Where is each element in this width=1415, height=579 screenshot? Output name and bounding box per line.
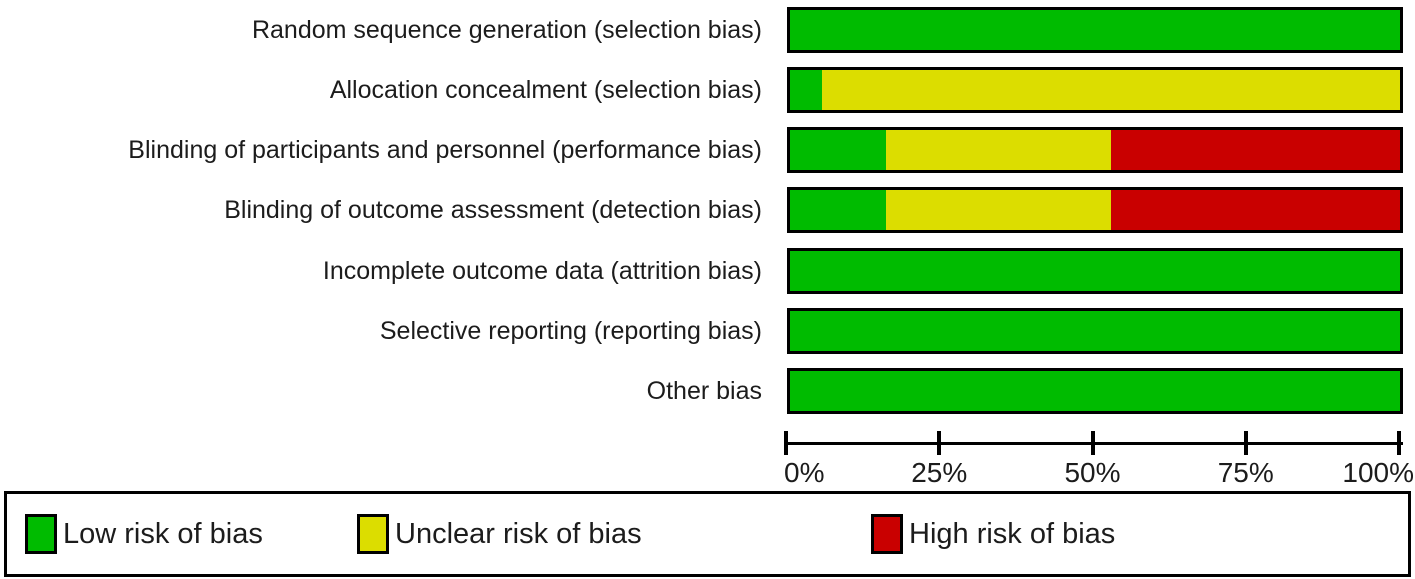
category-label: Selective reporting (reporting bias) — [379, 317, 762, 345]
bar-segment-unclear — [886, 190, 1111, 230]
bar-segment-low — [790, 10, 1400, 50]
category-label: Other bias — [646, 377, 762, 405]
risk-bar — [787, 248, 1403, 294]
category-label: Blinding of outcome assessment (detectio… — [224, 196, 762, 224]
risk-bar — [787, 127, 1403, 173]
bar-segment-low — [790, 190, 887, 230]
category-label: Allocation concealment (selection bias) — [329, 76, 762, 104]
bar-segment-unclear — [822, 70, 1400, 110]
x-axis: 0% 25% 50% 75% 100% — [784, 431, 1414, 489]
risk-bar — [787, 67, 1403, 113]
category-label: Incomplete outcome data (attrition bias) — [322, 257, 762, 285]
axis-tick-label: 100% — [1342, 457, 1414, 488]
category-label: Random sequence generation (selection bi… — [251, 16, 762, 44]
risk-bar — [787, 7, 1403, 53]
legend-item-low: Low risk of bias — [25, 494, 263, 574]
bar-segment-low — [790, 130, 887, 170]
legend-swatch-unclear — [357, 514, 389, 554]
legend-label: High risk of bias — [909, 518, 1116, 550]
axis-tick-label: 25% — [911, 457, 968, 488]
legend-swatch-high — [871, 514, 903, 554]
bar-segment-unclear — [886, 130, 1111, 170]
category-label: Blinding of participants and personnel (… — [128, 136, 762, 164]
axis-tick-label: 0% — [784, 457, 825, 488]
axis-tick-label: 50% — [1064, 457, 1121, 488]
axis-tick — [1243, 431, 1248, 455]
bar-segment-low — [790, 371, 1400, 411]
axis-tick-label: 75% — [1217, 457, 1274, 488]
legend-label: Unclear risk of bias — [395, 518, 642, 550]
bar-segment-low — [790, 311, 1400, 351]
bar-segment-low — [790, 251, 1400, 291]
legend: Low risk of bias Unclear risk of bias High… — [4, 491, 1411, 577]
legend-item-high: High risk of bias — [871, 494, 1115, 574]
risk-bar — [787, 187, 1403, 233]
bar-segment-high — [1110, 130, 1400, 170]
legend-item-unclear: Unclear risk of bias — [357, 494, 642, 574]
axis-line — [786, 442, 1403, 445]
legend-label: Low risk of bias — [63, 518, 263, 550]
bar-segment-high — [1110, 190, 1400, 230]
risk-bar — [787, 368, 1403, 414]
axis-tick — [1090, 431, 1095, 455]
legend-swatch-low — [25, 514, 57, 554]
axis-tick — [937, 431, 942, 455]
risk-bar — [787, 308, 1403, 354]
axis-tick — [1397, 431, 1401, 455]
bar-segment-low — [790, 70, 823, 110]
axis-tick — [784, 431, 788, 455]
